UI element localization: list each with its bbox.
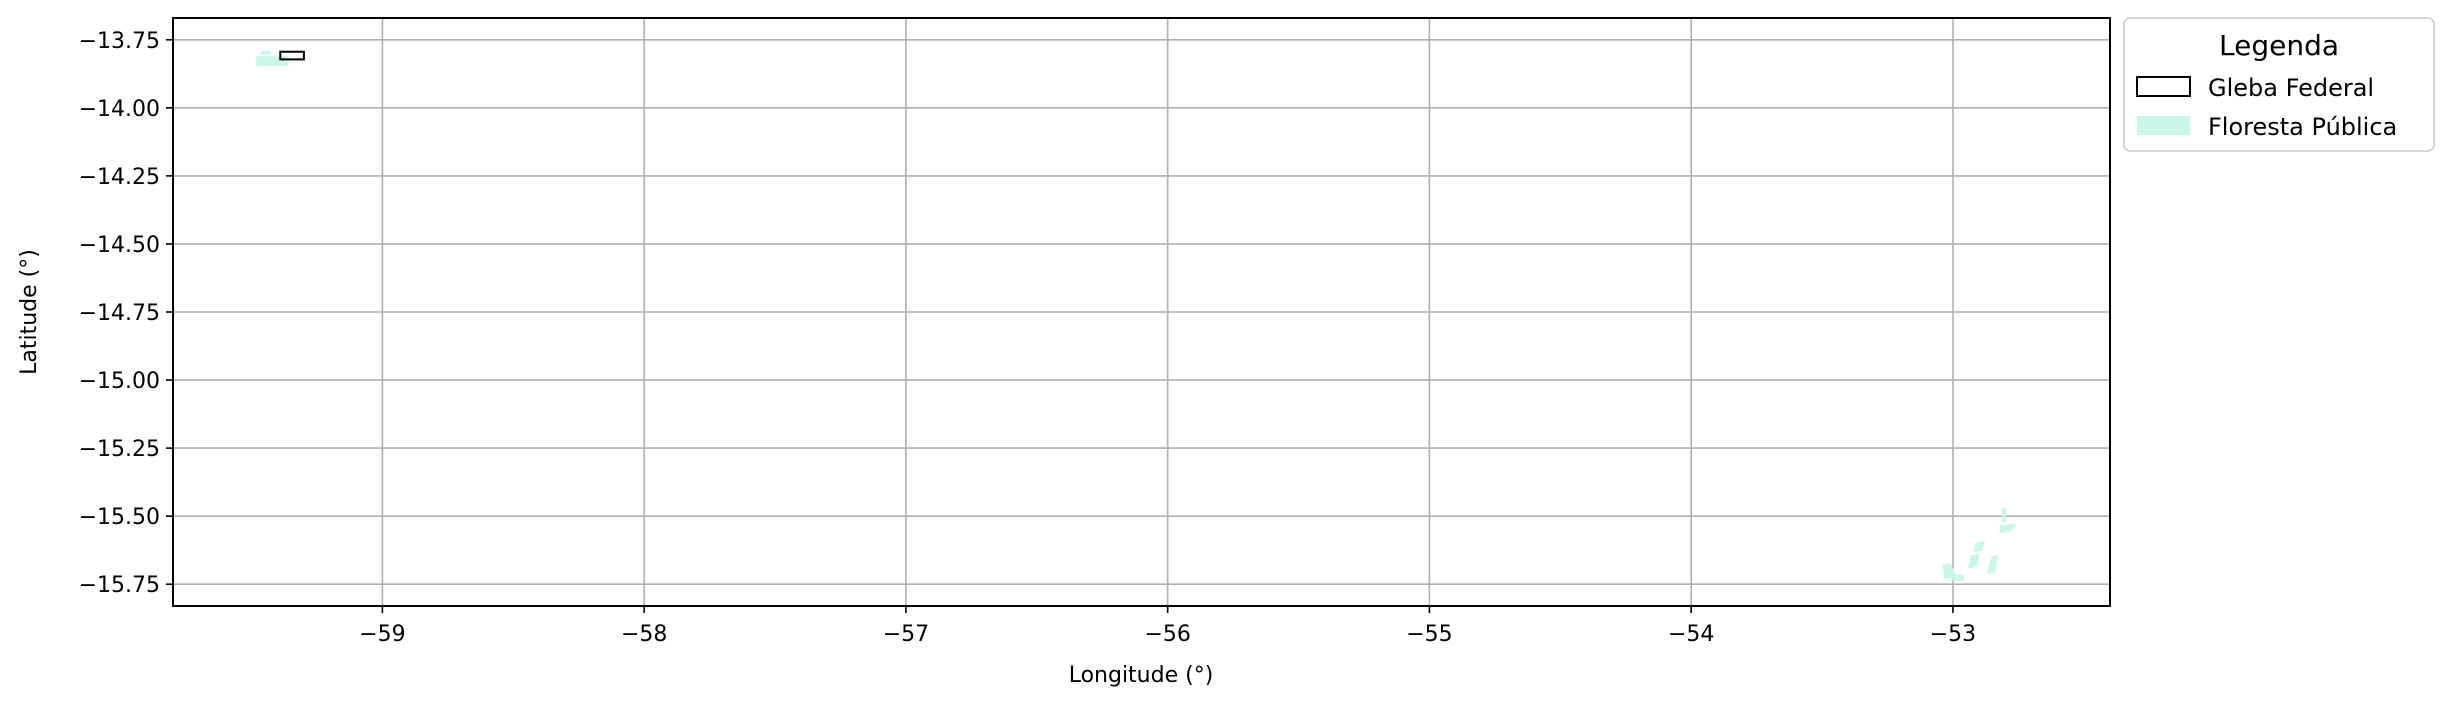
y-tick-label: −15.25 xyxy=(79,437,160,462)
floresta-publica-legend-label: Floresta Pública xyxy=(2208,113,2397,141)
y-tick-label: −15.50 xyxy=(79,505,160,530)
y-axis-label: Latitude (°) xyxy=(17,249,42,375)
legend: Legenda Gleba Federal Floresta Pública xyxy=(2123,17,2435,152)
gleba-federal-layer xyxy=(279,50,305,61)
floresta-publica-polygon xyxy=(1986,554,1999,574)
x-tick-label: −54 xyxy=(1668,622,1714,647)
x-tick-label: −59 xyxy=(359,622,405,647)
floresta-publica-polygon xyxy=(1968,553,1980,569)
gleba-federal-legend-label: Gleba Federal xyxy=(2208,74,2374,102)
y-axis-ticks: −13.75 −14.00 −14.25 −14.50 −14.75 −15.00 −15.… xyxy=(79,29,173,598)
x-tick-label: −55 xyxy=(1406,622,1452,647)
floresta-publica-layer xyxy=(256,51,2017,581)
x-tick-label: −53 xyxy=(1930,622,1976,647)
y-tick-label: −15.00 xyxy=(79,369,160,394)
floresta-publica-polygon xyxy=(2002,507,2006,523)
legend-title: Legenda xyxy=(2219,29,2339,62)
y-tick-label: −15.75 xyxy=(79,573,160,598)
map-layers xyxy=(256,50,2017,581)
floresta-publica-polygon xyxy=(1952,574,1964,581)
x-tick-label: −58 xyxy=(621,622,667,647)
x-tick-label: −57 xyxy=(883,622,929,647)
gridlines xyxy=(173,18,2110,606)
gleba-federal-legend-swatch xyxy=(2136,76,2191,97)
gleba-federal-polygon xyxy=(279,50,305,61)
y-tick-label: −14.75 xyxy=(79,301,160,326)
x-tick-label: −56 xyxy=(1144,622,1190,647)
floresta-publica-legend-swatch xyxy=(2137,116,2190,135)
y-tick-label: −14.25 xyxy=(79,165,160,190)
y-tick-label: −13.75 xyxy=(79,29,160,54)
legend-box xyxy=(2123,17,2435,152)
y-tick-label: −14.00 xyxy=(79,97,160,122)
x-axis-ticks: −59 −58 −57 −56 −55 −54 −53 xyxy=(359,606,1976,647)
floresta-publica-polygon xyxy=(1999,523,2017,534)
floresta-publica-polygon xyxy=(256,56,289,67)
x-axis-label: Longitude (°) xyxy=(1069,663,1214,688)
y-tick-label: −14.50 xyxy=(79,233,160,258)
floresta-publica-polygon xyxy=(1973,541,1986,553)
floresta-publica-polygon xyxy=(261,51,271,55)
